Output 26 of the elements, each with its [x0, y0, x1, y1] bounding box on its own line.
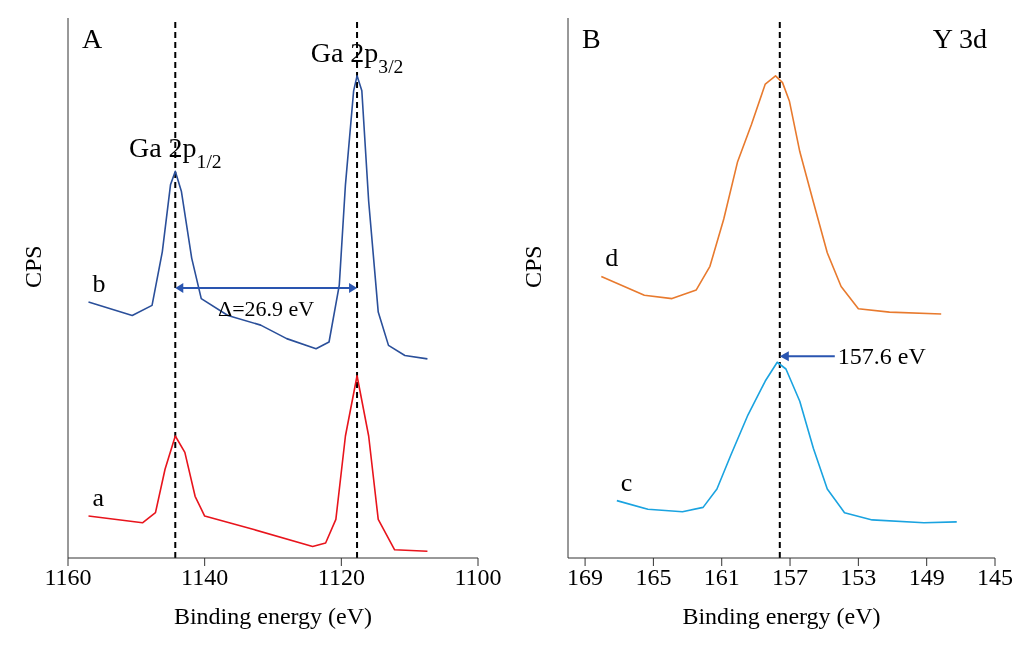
- x-tick-label: 1160: [44, 564, 92, 591]
- series-label: b: [92, 268, 106, 298]
- x-axis-title: Binding energy (eV): [682, 603, 881, 629]
- y-axis-title: CPS: [19, 245, 46, 288]
- x-tick-label: 1100: [454, 564, 502, 591]
- annotation: Ga 2p$_{3/2}$: [310, 36, 404, 77]
- x-tick-label: 1140: [181, 564, 229, 591]
- x-tick-label: 157: [772, 564, 809, 591]
- x-tick-label: 161: [703, 564, 740, 591]
- chart-title: B: [582, 23, 601, 54]
- chart-title: A: [82, 23, 103, 54]
- x-tick-label: 165: [635, 564, 672, 591]
- text: Y 3d: [932, 23, 987, 54]
- annotation: Δ=26.9 eV: [218, 296, 315, 321]
- x-tick-label: 145: [977, 564, 1013, 591]
- annotation: Ga 2p$_{1/2}$: [128, 132, 222, 172]
- x-tick-label: 169: [567, 564, 604, 591]
- x-tick-label: 149: [908, 564, 945, 591]
- annotation: 157.6 eV: [837, 343, 927, 370]
- series-label: c: [620, 467, 633, 497]
- x-tick-label: 153: [840, 564, 877, 591]
- y-axis-title: CPS: [519, 245, 546, 288]
- series-label: d: [605, 243, 619, 273]
- x-axis-title: Binding energy (eV): [173, 603, 373, 629]
- series-label: a: [92, 483, 105, 513]
- x-tick-label: 1120: [317, 564, 365, 591]
